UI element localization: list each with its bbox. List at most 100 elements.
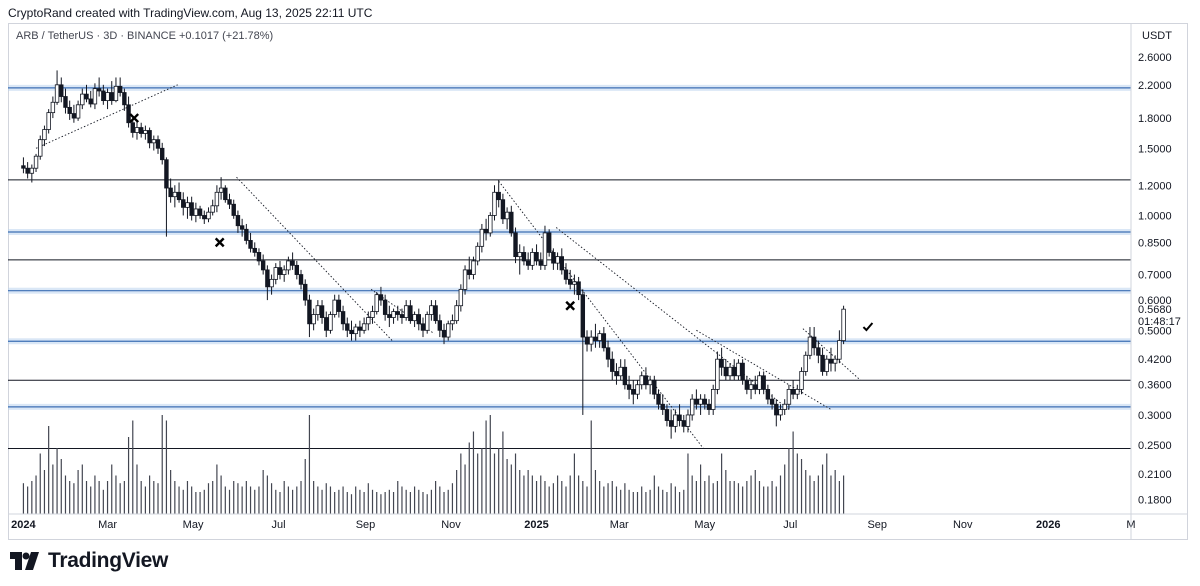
volume-bars xyxy=(22,415,845,514)
candle-body xyxy=(366,317,371,325)
candle-body xyxy=(513,232,518,258)
candle-body xyxy=(744,379,750,390)
candle-body xyxy=(820,354,825,372)
candle-body xyxy=(454,305,459,322)
candle-body xyxy=(357,326,363,331)
candle-body xyxy=(488,215,493,234)
candle-body xyxy=(551,252,556,264)
candle-body xyxy=(21,165,26,169)
candle-body xyxy=(298,274,304,285)
candle-body xyxy=(395,311,400,315)
candles xyxy=(21,70,846,439)
candle-body xyxy=(727,366,733,377)
candle-body xyxy=(147,130,152,144)
price-tick-label: 0.4200 xyxy=(1138,354,1172,366)
candle-body xyxy=(273,267,278,280)
candle-body xyxy=(664,409,670,421)
candle-body xyxy=(328,314,333,331)
candle-body xyxy=(568,278,573,285)
candle-body xyxy=(96,88,102,92)
candle-body xyxy=(391,311,396,318)
candle-body xyxy=(244,228,249,241)
candle-body xyxy=(559,256,564,271)
candle-body xyxy=(610,358,615,372)
candle-body xyxy=(42,129,47,141)
candle-body xyxy=(239,225,245,230)
price-tick-label: 0.1800 xyxy=(1138,495,1172,507)
price-tick-label: 0.3000 xyxy=(1138,410,1172,422)
candle-body xyxy=(281,269,287,275)
candle-body xyxy=(50,101,56,114)
candle-body xyxy=(420,323,426,331)
candle-body xyxy=(500,199,506,220)
candle-body xyxy=(210,205,215,213)
candle-body xyxy=(185,202,190,208)
trendlines xyxy=(35,84,861,449)
price-tick-label: 0.3600 xyxy=(1138,380,1172,392)
trendline xyxy=(498,180,704,449)
candle-body xyxy=(555,256,560,264)
candle-body xyxy=(715,358,720,390)
annotation-markers xyxy=(129,113,874,332)
candle-body xyxy=(88,98,93,105)
candle-body xyxy=(681,420,686,427)
candle-body xyxy=(412,314,417,322)
candle-body xyxy=(176,191,182,201)
candle-body xyxy=(811,336,817,349)
candle-body xyxy=(647,379,653,386)
candle-body xyxy=(160,147,165,161)
candle-body xyxy=(685,414,691,427)
candle-body xyxy=(370,311,375,318)
price-tick-label: 1.2000 xyxy=(1138,180,1172,192)
price-axis-currency[interactable]: USDT xyxy=(1142,30,1172,42)
candle-body xyxy=(441,329,447,338)
time-tick-label: 2024 xyxy=(11,519,36,531)
tradingview-logo[interactable]: TradingView xyxy=(10,549,168,573)
candle-body xyxy=(260,260,266,271)
candle-body xyxy=(711,389,716,410)
candle-body xyxy=(576,281,581,296)
candle-body xyxy=(437,320,443,331)
candle-body xyxy=(525,260,531,266)
time-tick-label: Sep xyxy=(867,519,887,531)
candle-body xyxy=(113,85,119,102)
candle-body xyxy=(324,317,329,331)
candle-body xyxy=(155,139,161,149)
candle-body xyxy=(492,191,497,216)
candle-body xyxy=(689,398,695,416)
time-tick-label: Nov xyxy=(953,519,973,531)
candle-body xyxy=(101,90,106,102)
candle-body xyxy=(757,375,762,390)
price-tick-label: 1.0000 xyxy=(1138,210,1172,222)
candle-body xyxy=(483,228,489,234)
candle-body xyxy=(799,371,804,390)
candle-body xyxy=(206,211,211,220)
tradingview-logo-icon xyxy=(10,552,39,570)
candle-body xyxy=(563,269,569,280)
candle-body xyxy=(197,208,203,216)
candle-body xyxy=(265,269,270,288)
candle-body xyxy=(71,113,77,119)
candle-body xyxy=(631,389,636,395)
trendline xyxy=(696,329,832,410)
candle-body xyxy=(723,366,729,377)
symbol-info[interactable]: ARB / TetherUS · 3D · BINANCE +0.1017 (+… xyxy=(16,30,274,42)
chart-attribution: CryptoRand created with TradingView.com,… xyxy=(8,6,373,20)
candle-body xyxy=(75,104,81,119)
candle-body xyxy=(702,398,707,405)
candle-body xyxy=(719,358,724,368)
candle-body xyxy=(534,252,539,262)
candle-body xyxy=(626,384,632,390)
candle-body xyxy=(231,203,236,216)
candle-body xyxy=(378,294,384,301)
candle-body xyxy=(248,240,253,249)
candle-body xyxy=(408,305,413,322)
candle-body xyxy=(311,314,316,325)
x-marker-icon xyxy=(129,113,140,123)
candle-body xyxy=(462,269,468,290)
candle-body xyxy=(450,320,455,325)
candle-body xyxy=(601,333,607,349)
candle-body xyxy=(837,340,842,360)
candle-body xyxy=(618,366,623,377)
